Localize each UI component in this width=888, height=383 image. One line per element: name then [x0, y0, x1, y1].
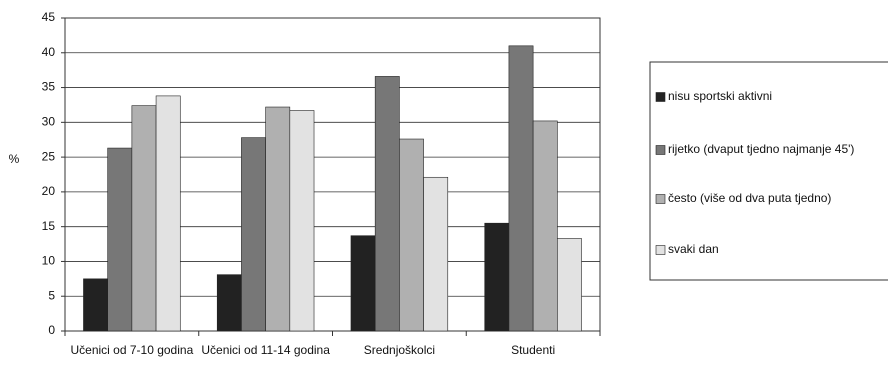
x-tick-label: Učenici od 7-10 godina [70, 343, 194, 357]
y-tick-label: 5 [48, 288, 55, 302]
bar [557, 238, 582, 332]
bar [532, 120, 558, 332]
bar [83, 278, 108, 332]
y-tick-label: 10 [42, 254, 56, 268]
legend-swatch [655, 194, 666, 204]
bar [508, 45, 534, 332]
legend-swatch [655, 92, 666, 102]
y-tick-label: 0 [48, 323, 55, 337]
x-tick-label: Srednjoškolci [363, 343, 436, 357]
bar [265, 106, 291, 332]
y-axis-label: % [9, 152, 20, 166]
bar [350, 235, 376, 332]
bar [131, 105, 157, 332]
bar [155, 95, 181, 332]
bar [216, 274, 242, 332]
bar [374, 76, 400, 332]
y-tick-label: 35 [42, 80, 56, 94]
y-tick-label: 20 [42, 184, 56, 198]
bar [423, 176, 449, 332]
bar [107, 147, 133, 332]
legend-swatch [655, 145, 666, 155]
legend-label: često (više od dva puta tjedno) [668, 191, 831, 205]
y-tick-label: 15 [42, 219, 56, 233]
legend-label: rijetko (dvaput tjedno najmanje 45') [668, 142, 854, 156]
y-tick-label: 40 [42, 45, 56, 59]
x-tick-label: Učenici od 11-14 godina [201, 343, 330, 357]
bar [399, 138, 424, 332]
bar [289, 110, 315, 332]
y-tick-label: 30 [42, 115, 56, 129]
x-tick-label: Studenti [511, 343, 556, 357]
bar [484, 222, 510, 332]
bar [241, 137, 266, 332]
legend-label: nisu sportski aktivni [668, 89, 772, 103]
legend-label: svaki dan [668, 242, 719, 256]
y-tick-label: 45 [42, 10, 56, 24]
legend-box [649, 61, 888, 281]
legend-swatch [655, 245, 666, 255]
y-tick-label: 25 [42, 149, 56, 163]
